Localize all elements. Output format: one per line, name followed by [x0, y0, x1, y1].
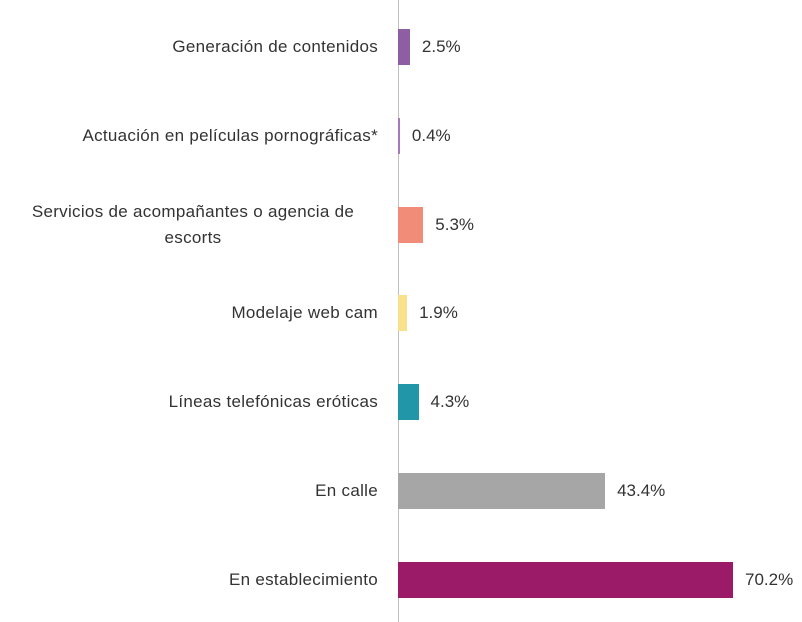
value-label: 1.9% [419, 303, 458, 323]
bar [398, 206, 424, 243]
category-label: En calle [315, 481, 378, 500]
value-label: 70.2% [745, 569, 794, 589]
value-label: 5.3% [435, 214, 475, 234]
category-label: Actuación en películas pornográficas* [82, 125, 378, 145]
category-label: Servicios de acompañantes o agencia de e… [31, 201, 355, 247]
bar [398, 117, 400, 154]
value-label: 43.4% [617, 481, 666, 500]
bar [398, 384, 419, 421]
value-label: 2.5% [421, 37, 461, 56]
value-label: 0.4% [411, 125, 451, 145]
bar [398, 473, 606, 509]
category-label: En establecimiento [228, 569, 378, 589]
category-label: Líneas telefónicas eróticas [168, 392, 378, 412]
bar [398, 295, 408, 332]
value-label: 4.3% [430, 392, 470, 412]
bar [398, 29, 410, 65]
category-label: Generación de contenidos [172, 37, 378, 56]
bar [398, 561, 733, 598]
category-label: Modelaje web cam [231, 303, 378, 323]
